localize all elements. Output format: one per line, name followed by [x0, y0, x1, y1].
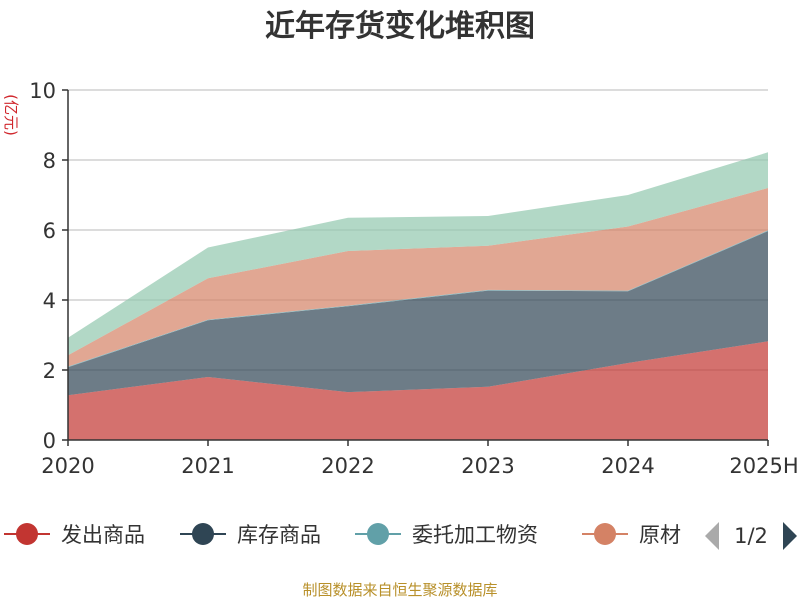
y-tick-labels: 0 2 4 6 8 10	[29, 79, 56, 453]
x-tick-label: 2022	[321, 454, 374, 478]
y-tick-label: 6	[43, 219, 56, 243]
legend-next-page-icon[interactable]	[783, 522, 797, 550]
y-tick-label: 8	[43, 149, 56, 173]
data-source-footer: 制图数据来自恒生聚源数据库	[302, 581, 497, 599]
axes	[62, 89, 769, 446]
legend-label: 原材	[639, 523, 681, 547]
x-tick-label: 2023	[461, 454, 514, 478]
legend-marker-icon	[16, 523, 38, 545]
y-tick-label: 10	[29, 79, 56, 103]
legend-pager: 1/2	[705, 522, 797, 550]
legend-label: 库存商品	[237, 523, 321, 547]
area-发出商品	[68, 341, 768, 440]
legend-label: 发出商品	[61, 523, 145, 547]
legend-label: 委托加工物资	[412, 523, 538, 547]
legend-marker-icon	[367, 523, 389, 545]
x-tick-label: 2025H	[729, 454, 798, 478]
legend-item[interactable]: 发出商品	[4, 523, 145, 547]
legend-marker-icon	[192, 523, 214, 545]
legend-prev-page-icon[interactable]	[705, 522, 719, 550]
y-tick-label: 2	[43, 359, 56, 383]
x-tick-label: 2021	[181, 454, 234, 478]
chart-title: 近年存货变化堆积图	[265, 9, 535, 44]
y-tick-label: 4	[43, 289, 56, 313]
y-axis-unit: (亿元)	[2, 94, 20, 136]
y-tick-label: 0	[43, 429, 56, 453]
legend-item[interactable]: 委托加工物资	[355, 523, 538, 547]
area-原材料	[68, 188, 768, 367]
x-tick-labels: 2020 2021 2022 2023 2024 2025H	[41, 454, 798, 478]
legend-item[interactable]: 库存商品	[180, 523, 321, 547]
legend-marker-icon	[594, 523, 616, 545]
x-tick-label: 2020	[41, 454, 94, 478]
legend-page-indicator: 1/2	[734, 524, 768, 548]
area-库存商品	[68, 231, 768, 396]
legend: 发出商品 库存商品 委托加工物资 原材	[4, 523, 681, 547]
area-series	[68, 152, 768, 356]
area-series	[68, 152, 768, 440]
x-tick-label: 2024	[601, 454, 654, 478]
legend-item[interactable]: 原材	[582, 523, 681, 547]
